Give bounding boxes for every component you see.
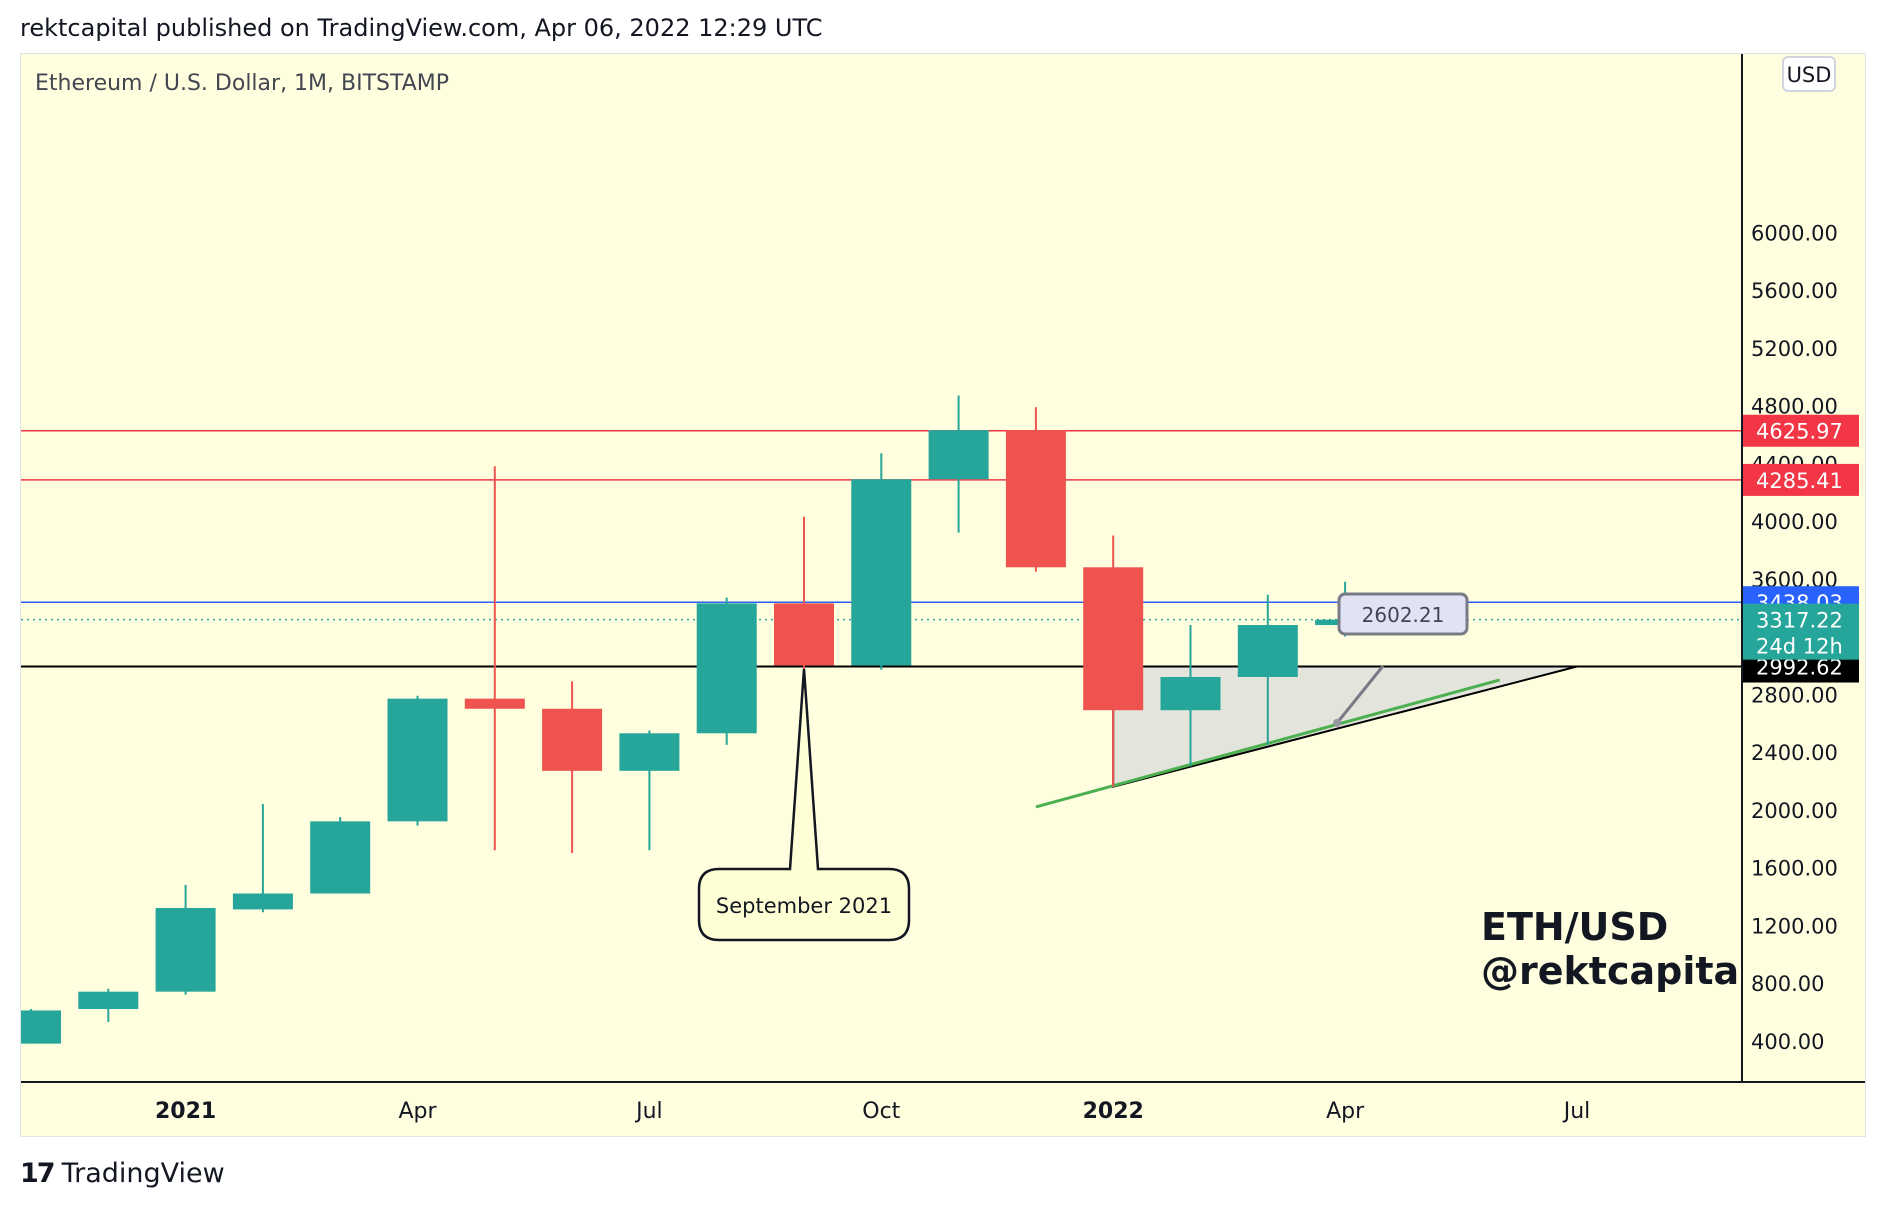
level-label-4285.41: 4285.41 [1756,469,1843,493]
candle-body-2021-10 [851,479,912,666]
x-tick-jul-2022-07: Jul [1562,1099,1591,1124]
candle-body-2021-04 [387,698,448,822]
candle-body-2021-03 [310,821,371,894]
price-label-leader [1335,665,1385,724]
candle-body-2021-07 [619,733,680,771]
candle-body-2021-11 [928,430,989,480]
level-label-4625.97-box [1743,414,1859,447]
candle-body-2022-03 [1237,625,1298,677]
y-tick-4000.00: 4000.00 [1751,510,1838,534]
x-tick-2021-2021-01: 2021 [155,1099,216,1124]
currency-badge: USD [1787,63,1832,87]
y-tick-5600.00: 5600.00 [1751,279,1838,303]
x-tick-oct-2021-10: Oct [862,1099,900,1124]
candle-body-2022-01 [1083,567,1144,711]
x-tick-2022-2022-01: 2022 [1083,1099,1144,1124]
candle-body-2022-02 [1160,676,1221,711]
candle-body-2021-01 [155,907,216,992]
y-tick-5200.00: 5200.00 [1751,337,1838,361]
candle-body-2020-12 [78,991,139,1010]
current-price-label-box [1743,603,1859,660]
y-tick-4800.00: 4800.00 [1751,395,1838,419]
y-tick-1600.00: 1600.00 [1751,857,1838,881]
chart-background [21,54,1865,1136]
price-chart-svg[interactable]: Ethereum / U.S. Dollar, 1M, BITSTAMP 2602… [21,54,1866,1137]
watermark-pair: ETH/USD [1481,905,1668,949]
tradingview-footer[interactable]: 17 TradingView [20,1158,225,1189]
candle-body-2021-08 [696,603,757,734]
september-2021-callout [697,668,911,942]
candle-body-2021-02 [232,893,293,910]
price-label-anchor-dot [1333,718,1342,727]
level-label-4285.41-box [1743,463,1859,496]
watermark-author: @rektcapital [1481,949,1752,993]
tradingview-brand-text: TradingView [61,1158,225,1189]
y-tick-1200.00: 1200.00 [1751,914,1838,938]
tradingview-logo-icon: 17 [20,1158,56,1189]
candle-body-2021-12 [1005,430,1066,568]
y-tick-6000.00: 6000.00 [1751,221,1838,245]
x-tick-jul-2021-07: Jul [634,1099,663,1124]
price-label-box [1337,592,1469,636]
publisher-header: rektcapital published on TradingView.com… [20,14,823,42]
price-label-text: 2602.21 [1362,603,1445,627]
x-tick-apr-2021-04: Apr [398,1099,437,1124]
y-tick-400.00: 400.00 [1751,1030,1824,1054]
y-tick-2000.00: 2000.00 [1751,799,1838,823]
chart-title: Ethereum / U.S. Dollar, 1M, BITSTAMP [35,71,449,96]
chart-panel[interactable]: Ethereum / U.S. Dollar, 1M, BITSTAMP 2602… [20,53,1866,1137]
candle-body-2021-05 [464,698,525,709]
y-tick-2400.00: 2400.00 [1751,741,1838,765]
candle-body-2020-11 [21,1010,61,1044]
candle-body-2021-09 [774,603,834,666]
currency-badge-box [1782,56,1836,92]
september-2021-callout-text: September 2021 [716,894,892,918]
current-price-label: 3317.22 [1756,609,1843,633]
y-tick-800.00: 800.00 [1751,972,1824,996]
level-label-4625.97: 4625.97 [1756,420,1843,444]
current-price-countdown: 24d 12h [1756,635,1843,659]
candle-body-2021-06 [542,708,603,771]
time-axis-background [21,1082,1865,1136]
y-tick-2800.00: 2800.00 [1751,683,1838,707]
x-tick-apr-2022-04: Apr [1326,1099,1365,1124]
